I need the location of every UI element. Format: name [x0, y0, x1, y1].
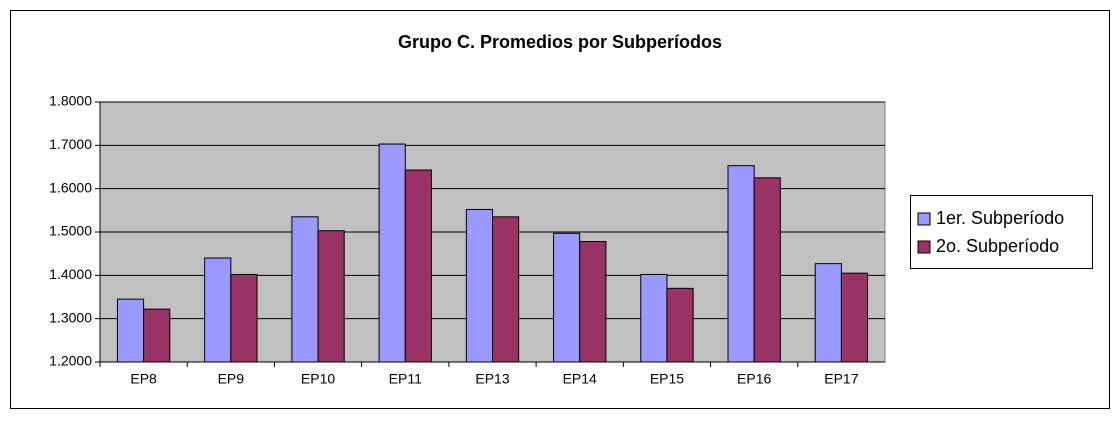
x-tick-label: EP16	[737, 371, 771, 387]
x-tick-label: EP13	[475, 371, 509, 387]
legend-swatch	[917, 240, 931, 254]
y-tick-label: 1.6000	[49, 179, 92, 195]
bar	[404, 169, 432, 363]
bar	[579, 241, 607, 363]
x-tick-label: EP17	[824, 371, 858, 387]
bar	[753, 177, 781, 363]
y-tick-label: 1.8000	[49, 93, 92, 109]
y-tick-label: 1.4000	[49, 266, 92, 282]
x-tick-label: EP15	[650, 371, 684, 387]
bar	[814, 263, 842, 363]
legend	[910, 195, 1093, 269]
legend-label: 2o. Subperíodo	[936, 236, 1059, 256]
bar	[553, 232, 581, 363]
bar	[666, 287, 694, 363]
bar	[727, 165, 755, 363]
y-tick-label: 1.7000	[49, 136, 92, 152]
x-tick-label: EP9	[218, 371, 245, 387]
bar	[291, 216, 319, 363]
bar	[116, 298, 145, 363]
x-tick-label: EP8	[130, 371, 157, 387]
legend-swatch	[917, 212, 931, 226]
chart-title: Grupo C. Promedios por Subperíodos	[398, 32, 722, 52]
bar	[840, 272, 869, 363]
y-tick-label: 1.3000	[49, 309, 92, 325]
x-tick-label: EP11	[389, 371, 422, 387]
x-tick-label: EP14	[563, 371, 597, 387]
bar	[204, 257, 232, 363]
y-tick-label: 1.5000	[49, 223, 92, 239]
legend-label: 1er. Subperíodo	[936, 208, 1064, 228]
bar	[378, 143, 406, 363]
bar	[492, 216, 520, 363]
bar	[143, 308, 171, 363]
bar	[230, 273, 258, 363]
y-tick-label: 1.2000	[49, 353, 92, 369]
bar	[465, 208, 494, 363]
bar	[640, 273, 668, 363]
x-tick-label: EP10	[301, 371, 335, 387]
bar	[317, 230, 345, 363]
